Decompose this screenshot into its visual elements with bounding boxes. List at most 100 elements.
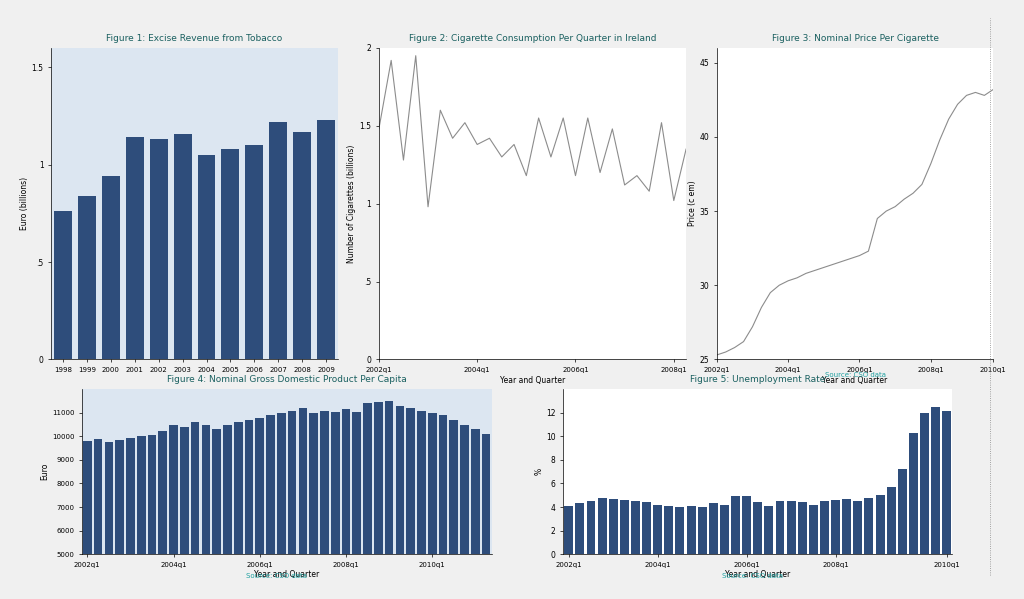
Bar bbox=[820, 501, 828, 554]
Bar bbox=[417, 410, 426, 599]
Bar bbox=[331, 412, 340, 599]
Bar bbox=[898, 470, 906, 554]
Bar bbox=[293, 132, 311, 359]
Bar bbox=[931, 407, 940, 554]
Bar bbox=[78, 196, 96, 359]
Bar bbox=[180, 427, 188, 599]
Bar bbox=[460, 425, 469, 599]
Bar bbox=[876, 495, 885, 554]
Bar bbox=[83, 441, 91, 599]
Title: Figure 1: Excise Revenue from Tobacco: Figure 1: Excise Revenue from Tobacco bbox=[106, 34, 283, 43]
Y-axis label: Euro: Euro bbox=[40, 463, 49, 480]
Bar bbox=[169, 425, 178, 599]
Y-axis label: %: % bbox=[535, 468, 543, 475]
Bar bbox=[720, 504, 729, 554]
Bar bbox=[198, 155, 215, 359]
Bar bbox=[385, 401, 393, 599]
Bar bbox=[798, 503, 807, 554]
Bar bbox=[887, 487, 896, 554]
Bar bbox=[246, 145, 263, 359]
Bar bbox=[407, 408, 415, 599]
Bar bbox=[809, 504, 818, 554]
X-axis label: Year and Quarter: Year and Quarter bbox=[725, 570, 791, 579]
Bar bbox=[352, 412, 361, 599]
Bar bbox=[909, 433, 918, 554]
Bar bbox=[587, 501, 595, 554]
Y-axis label: Price (c em): Price (c em) bbox=[688, 181, 696, 226]
Bar bbox=[147, 435, 157, 599]
Bar bbox=[831, 500, 840, 554]
Bar bbox=[255, 418, 264, 599]
Bar bbox=[374, 403, 383, 599]
Bar bbox=[395, 406, 404, 599]
Bar bbox=[921, 413, 929, 554]
Bar bbox=[137, 437, 145, 599]
Bar bbox=[317, 120, 335, 359]
Bar bbox=[438, 415, 447, 599]
Bar bbox=[104, 442, 114, 599]
Bar bbox=[631, 501, 640, 554]
Text: Source: CSO data: Source: CSO data bbox=[824, 373, 886, 379]
X-axis label: Year and Quarter: Year and Quarter bbox=[822, 376, 888, 385]
Bar bbox=[150, 140, 168, 359]
Bar bbox=[278, 413, 286, 599]
Bar bbox=[309, 413, 318, 599]
Bar bbox=[321, 410, 329, 599]
Bar bbox=[697, 507, 707, 554]
Bar bbox=[94, 438, 102, 599]
Bar bbox=[853, 501, 862, 554]
Bar bbox=[159, 431, 167, 599]
Bar bbox=[676, 507, 684, 554]
Bar bbox=[269, 122, 287, 359]
Bar bbox=[364, 404, 372, 599]
Bar bbox=[942, 410, 951, 554]
Bar bbox=[653, 504, 663, 554]
Bar bbox=[299, 408, 307, 599]
Bar bbox=[126, 138, 143, 359]
Bar bbox=[731, 497, 740, 554]
Bar bbox=[190, 422, 200, 599]
Bar bbox=[598, 498, 606, 554]
Title: Figure 5: Unemployment Rate: Figure 5: Unemployment Rate bbox=[690, 376, 825, 385]
Bar bbox=[288, 410, 296, 599]
Bar bbox=[742, 497, 751, 554]
Bar bbox=[450, 420, 458, 599]
Bar bbox=[765, 506, 773, 554]
Bar bbox=[221, 149, 240, 359]
Bar bbox=[54, 211, 72, 359]
Bar bbox=[775, 501, 784, 554]
Bar bbox=[233, 422, 243, 599]
Text: Source: CSO data: Source: CSO data bbox=[246, 573, 307, 579]
Bar bbox=[754, 503, 762, 554]
Bar bbox=[202, 425, 210, 599]
Y-axis label: Euro (billions): Euro (billions) bbox=[19, 177, 29, 230]
Bar bbox=[174, 134, 191, 359]
Bar bbox=[245, 420, 253, 599]
Bar bbox=[642, 503, 651, 554]
Bar bbox=[864, 498, 873, 554]
Bar bbox=[620, 500, 629, 554]
Title: Figure 2: Cigarette Consumption Per Quarter in Ireland: Figure 2: Cigarette Consumption Per Quar… bbox=[409, 34, 656, 43]
X-axis label: Year and Quarter: Year and Quarter bbox=[500, 376, 565, 385]
Y-axis label: Number of Cigarettes (billions): Number of Cigarettes (billions) bbox=[347, 144, 356, 263]
Bar bbox=[482, 434, 490, 599]
Bar bbox=[102, 176, 120, 359]
Bar bbox=[786, 501, 796, 554]
Bar bbox=[116, 440, 124, 599]
X-axis label: Year and Quarter: Year and Quarter bbox=[254, 570, 319, 579]
Bar bbox=[428, 413, 436, 599]
Bar bbox=[126, 438, 135, 599]
Title: Figure 3: Nominal Price Per Cigarette: Figure 3: Nominal Price Per Cigarette bbox=[771, 34, 939, 43]
Bar bbox=[266, 415, 274, 599]
Bar bbox=[843, 499, 851, 554]
Text: Source: CSO data: Source: CSO data bbox=[722, 573, 783, 579]
Bar bbox=[564, 506, 573, 554]
Bar bbox=[223, 425, 231, 599]
Bar bbox=[709, 504, 718, 554]
Bar bbox=[212, 429, 221, 599]
Bar bbox=[609, 499, 617, 554]
Title: Figure 4: Nominal Gross Domestic Product Per Capita: Figure 4: Nominal Gross Domestic Product… bbox=[167, 376, 407, 385]
Bar bbox=[665, 506, 673, 554]
Bar bbox=[687, 506, 695, 554]
Bar bbox=[575, 504, 585, 554]
